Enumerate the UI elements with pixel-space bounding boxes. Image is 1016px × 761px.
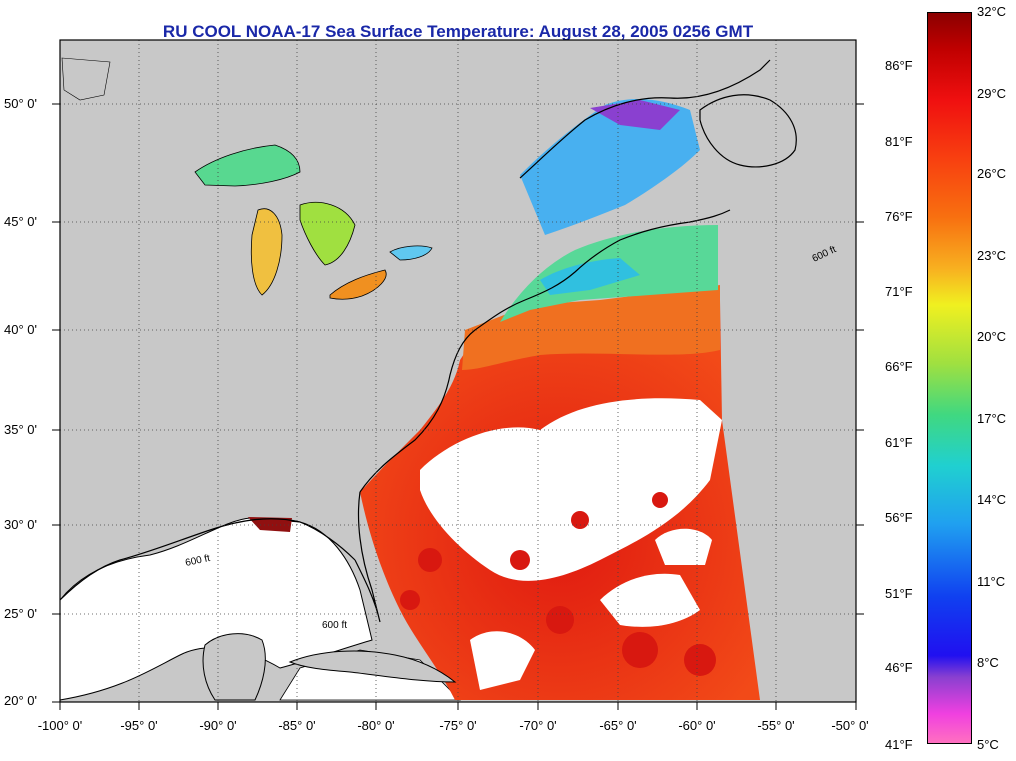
- contour-label-florida: 600 ft: [322, 620, 347, 631]
- yucatan-outline: [202, 633, 266, 701]
- colorbar-f-label: 66°F: [885, 359, 913, 374]
- graticule: [60, 40, 856, 702]
- lon-label: -50° 0': [831, 718, 869, 733]
- newfoundland-coast: [699, 94, 797, 168]
- mid-atlantic-band: [462, 285, 720, 370]
- lon-label: -70° 0': [519, 718, 557, 733]
- warm-speckles: [400, 492, 716, 676]
- lat-label: 30° 0': [4, 517, 37, 532]
- colorbar-f-label: 51°F: [885, 586, 913, 601]
- lat-label: 50° 0': [4, 96, 37, 111]
- shelf-waters: [540, 258, 640, 295]
- lon-label: -55° 0': [757, 718, 795, 733]
- lake-erie: [329, 269, 387, 300]
- lat-label: 45° 0': [4, 214, 37, 229]
- colorbar-c-label: 5°C: [977, 737, 999, 752]
- colorbar-c-label: 17°C: [977, 411, 1007, 426]
- lon-label: -100° 0': [37, 718, 83, 733]
- colorbar-f-label: 71°F: [885, 284, 913, 299]
- lake-superior: [194, 144, 301, 187]
- lon-label: -60° 0': [678, 718, 716, 733]
- colorbar-c-label: 11°C: [977, 574, 1006, 589]
- st-lawrence-cold: [590, 100, 680, 130]
- colorbar-c-label: 20°C: [977, 329, 1007, 344]
- lat-label: 40° 0': [4, 322, 37, 337]
- colorbar-f-label: 81°F: [885, 134, 913, 149]
- map-title: RU COOL NOAA-17 Sea Surface Temperature:…: [162, 22, 754, 41]
- colorbar-c-label: 32°C: [977, 4, 1007, 19]
- lon-label: -65° 0': [599, 718, 637, 733]
- canadian-coast: [519, 59, 771, 179]
- cloud-cover-4: [655, 528, 712, 565]
- lake-huron: [299, 201, 356, 266]
- st-lawrence-gulf: [520, 98, 700, 235]
- colorbar-c-label: 8°C: [977, 655, 999, 670]
- colorbar-c-label: 23°C: [977, 248, 1007, 263]
- lake-ontario: [389, 245, 433, 261]
- axis-ticks: [52, 103, 864, 710]
- contour-label-gulf: 600 ft: [184, 553, 211, 569]
- lat-label: 25° 0': [4, 606, 37, 621]
- east-coastline: [359, 209, 731, 493]
- lake-michigan: [250, 208, 283, 296]
- colorbar-c-label: 14°C: [977, 492, 1007, 507]
- cloud-cover-2: [600, 573, 700, 627]
- lon-label: -90° 0': [199, 718, 237, 733]
- lon-label: -75° 0': [439, 718, 477, 733]
- colorbar-f-label: 86°F: [885, 58, 913, 73]
- colorbar-f-label: 56°F: [885, 510, 913, 525]
- lat-label: 35° 0': [4, 422, 37, 437]
- colorbar-c-label: 26°C: [977, 166, 1007, 181]
- gulf-coast-warm: [248, 517, 292, 532]
- lon-label: -80° 0': [357, 718, 395, 733]
- cloud-cover-3: [470, 631, 535, 690]
- lat-label: 20° 0': [4, 693, 37, 708]
- florida-coast: [354, 491, 381, 623]
- lake-nw: [61, 57, 111, 101]
- colorbar-f-label: 61°F: [885, 435, 913, 450]
- colorbar-f-label: 41°F: [885, 737, 913, 752]
- cuba-outline: [288, 650, 457, 683]
- colorbar-f-label: 76°F: [885, 209, 913, 224]
- cloud-cover-1: [420, 398, 722, 581]
- gulf-coast: [59, 518, 356, 601]
- lon-label: -95° 0': [120, 718, 158, 733]
- temperature-colorbar: [927, 12, 972, 744]
- gulf-of-mexico: [59, 517, 373, 701]
- colorbar-c-label: 29°C: [977, 86, 1007, 101]
- colorbar-f-label: 46°F: [885, 660, 913, 675]
- lon-label: -85° 0': [278, 718, 316, 733]
